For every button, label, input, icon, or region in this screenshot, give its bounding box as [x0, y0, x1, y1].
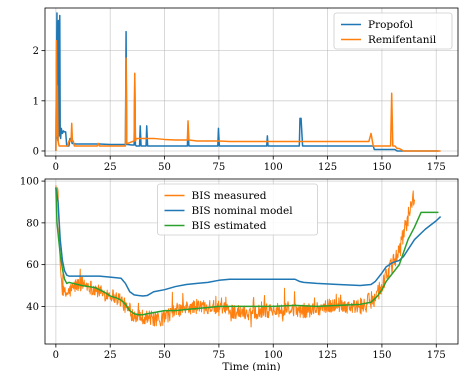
chart1-y-tick-label: 2	[33, 46, 39, 57]
chart1-series-propofol-line	[55, 12, 439, 152]
chart2-y-tick-label: 60	[26, 260, 39, 271]
chart2-x-tick-label: 125	[318, 350, 337, 361]
chart1-legend: Propofol Remifentanil	[333, 12, 453, 50]
chart1-group: 0 25 50 75 100 125 150 175 0 1 2 Propofol Remifentan…	[33, 7, 459, 173]
chart2-x-tick-label: 50	[158, 350, 171, 361]
chart1-axes-frame	[44, 7, 459, 157]
chart1-legend-label: Remifentanil	[368, 34, 437, 46]
chart1-x-tick-label: 100	[264, 162, 283, 173]
chart1-legend-box	[333, 12, 453, 50]
chart1-x-tick-label: 50	[158, 162, 171, 173]
chart2-legend: BIS measured BIS nominal model BIS estimat…	[157, 183, 318, 236]
chart1-x-tick-label: 75	[213, 162, 226, 173]
chart1-y-tick-label: 0	[33, 146, 39, 157]
chart2-x-tick-label: 25	[104, 350, 117, 361]
chart2-y-tick-label: 40	[26, 302, 39, 313]
chart2-legend-box	[157, 183, 318, 236]
chart2-x-tick-label: 0	[53, 350, 59, 361]
chart1-y-tick-label: 1	[33, 96, 39, 107]
chart1-x-tick-label: 150	[372, 162, 391, 173]
chart2-series-bis-measured-line	[55, 185, 416, 328]
chart1-x-tick-label: 0	[53, 162, 59, 173]
chart1-series-remifentanil-line	[55, 39, 441, 152]
chart2-x-axis-label: Time (min)	[222, 361, 280, 371]
chart2-legend-label: BIS estimated	[192, 220, 267, 232]
chart2-x-tick-label: 100	[264, 350, 283, 361]
chart2-x-tick-label: 75	[213, 350, 226, 361]
chart2-legend-label: BIS measured	[192, 190, 267, 202]
chart1-x-tick-label: 25	[104, 162, 117, 173]
chart2-x-tick-label: 175	[427, 350, 446, 361]
chart1-x-tick-label: 175	[427, 162, 446, 173]
chart2-series-bis-nominal-model-line	[55, 187, 442, 297]
chart2-y-tick-label: 100	[20, 177, 39, 188]
chart2-legend-label: BIS nominal model	[192, 205, 294, 217]
chart2-y-tick-label: 80	[26, 218, 39, 229]
chart2-axes-frame	[44, 178, 459, 345]
chart2-series-bis-estimated-line	[55, 187, 439, 316]
chart2-x-tick-label: 150	[372, 350, 391, 361]
chart1-legend-label: Propofol	[368, 19, 414, 31]
chart1-x-tick-label: 125	[318, 162, 337, 173]
